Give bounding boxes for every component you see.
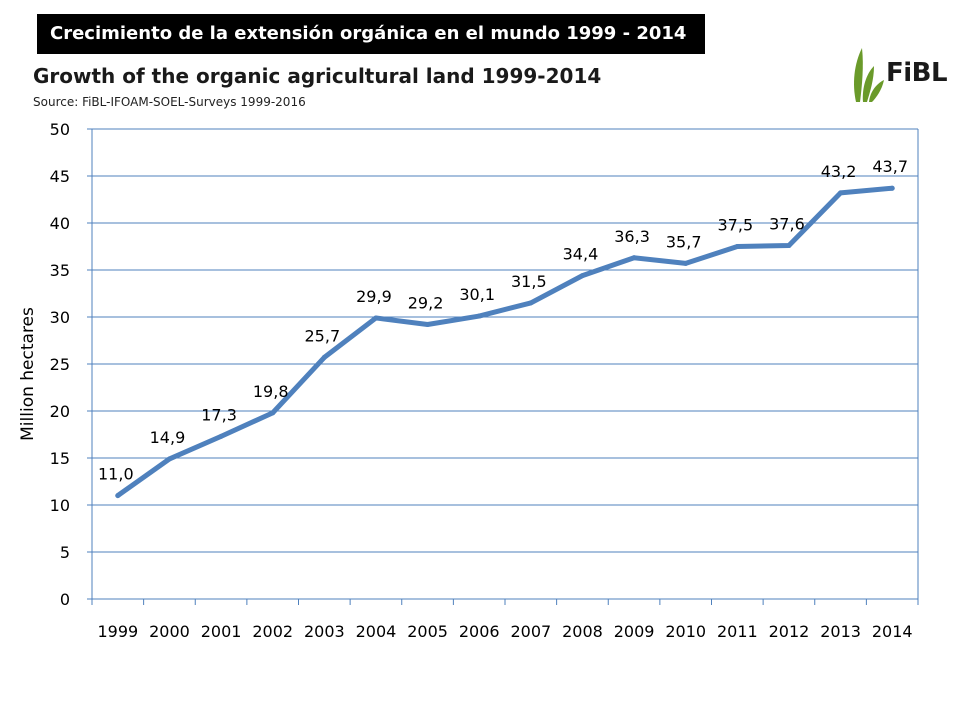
data-labels: 11,0 14,9 17,3 19,8 25,7 29,9 29,2 30,1 31,5 34,4… (98, 157, 908, 483)
data-label: 25,7 (305, 326, 341, 345)
data-label: 37,5 (718, 216, 754, 235)
y-tick-label: 35 (50, 261, 70, 280)
x-tick-label: 2002 (252, 622, 293, 641)
x-tick-label: 2014 (872, 622, 913, 641)
y-tick-label: 40 (50, 214, 70, 233)
x-tick-label: 2000 (149, 622, 190, 641)
data-point (683, 260, 689, 266)
y-tick-label: 0 (60, 590, 70, 609)
x-tick-label: 2009 (614, 622, 655, 641)
data-label: 37,6 (769, 215, 805, 234)
data-point (373, 315, 379, 321)
data-label: 11,0 (98, 465, 134, 484)
data-point (631, 255, 637, 261)
data-label: 29,9 (356, 287, 392, 306)
x-tick-label: 2008 (562, 622, 603, 641)
y-tick-label: 25 (50, 355, 70, 374)
x-tick-label: 1999 (97, 622, 138, 641)
data-label: 34,4 (563, 245, 599, 264)
data-point (166, 456, 172, 462)
data-label: 30,1 (459, 285, 495, 304)
data-point (476, 313, 482, 319)
data-point (579, 273, 585, 279)
fibl-logo-text: FiBL (886, 58, 948, 88)
data-point (270, 410, 276, 416)
data-label: 36,3 (614, 227, 650, 246)
data-point (218, 433, 224, 439)
grid-lines (92, 128, 918, 600)
chart-subtitle: Source: FiBL-IFOAM-SOEL-Surveys 1999-201… (33, 95, 306, 109)
fibl-logo: FiBL (848, 44, 948, 108)
y-tick-labels: 0 5 10 15 20 25 30 35 40 45 50 (50, 120, 70, 609)
y-axis-label: Million hectares (18, 307, 38, 441)
series-line (115, 185, 895, 499)
data-point (321, 354, 327, 360)
data-point (425, 322, 431, 328)
data-label: 29,2 (408, 294, 444, 313)
y-tick-label: 10 (50, 496, 70, 515)
data-label: 35,7 (666, 232, 702, 251)
chart-title: Growth of the organic agricultural land … (33, 64, 602, 88)
x-tick-labels: 1999 2000 2001 2002 2003 2004 2005 2006 2007 2008… (97, 622, 912, 641)
series-line-path (115, 185, 895, 499)
y-tick-label: 30 (50, 308, 70, 327)
x-tick-label: 2007 (510, 622, 551, 641)
axes (87, 128, 919, 605)
data-point (528, 300, 534, 306)
y-tick-label: 50 (50, 120, 70, 139)
data-point (786, 243, 792, 249)
data-label: 43,7 (872, 157, 908, 176)
x-tick-label: 2012 (769, 622, 810, 641)
x-tick-label: 2013 (820, 622, 861, 641)
banner-title: Crecimiento de la extensión orgánica en … (37, 14, 705, 54)
x-tick-label: 2006 (459, 622, 500, 641)
data-point (734, 244, 740, 249)
data-label: 19,8 (253, 382, 289, 401)
y-tick-label: 20 (50, 402, 70, 421)
y-tick-label: 15 (50, 449, 70, 468)
data-point (115, 493, 121, 499)
x-tick-label: 2005 (407, 622, 448, 641)
data-label: 43,2 (821, 162, 857, 181)
y-tick-label: 45 (50, 167, 70, 186)
data-label: 17,3 (201, 405, 237, 424)
data-point (889, 185, 895, 191)
fibl-leaf-icon (854, 48, 884, 102)
x-tick-label: 2001 (201, 622, 242, 641)
x-tick-label: 2011 (717, 622, 758, 641)
y-tick-label: 5 (60, 543, 70, 562)
x-tick-label: 2010 (665, 622, 706, 641)
x-tick-label: 2004 (356, 622, 397, 641)
data-label: 31,5 (511, 272, 547, 291)
data-point (838, 190, 844, 196)
data-label: 14,9 (150, 428, 186, 447)
x-tick-label: 2003 (304, 622, 345, 641)
